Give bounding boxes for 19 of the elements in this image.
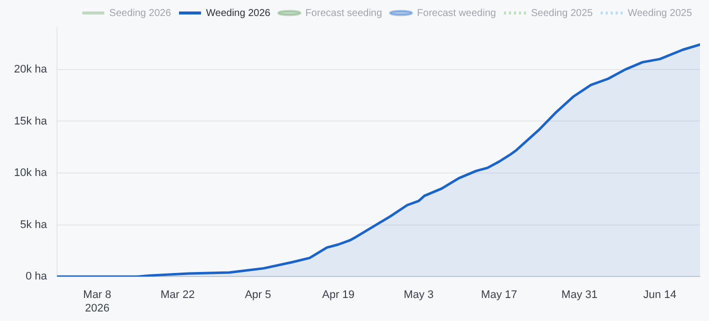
legend-label: Forecast seeding bbox=[305, 8, 382, 19]
y-tick-label: 10k ha bbox=[14, 167, 48, 180]
y-tick-label: 0 ha bbox=[26, 270, 48, 283]
x-tick-label: Mar 22 bbox=[160, 289, 195, 302]
legend-label: Seeding 2026 bbox=[109, 8, 172, 19]
x-tick-label: Apr 19 bbox=[322, 289, 355, 302]
y-tick-label: 5k ha bbox=[20, 218, 48, 231]
x-tick-label: May 3 bbox=[404, 289, 434, 302]
legend-label: Weeding 2026 bbox=[206, 8, 271, 19]
x-tick-label: May 31 bbox=[561, 289, 598, 302]
legend-label: Weeding 2025 bbox=[628, 8, 692, 19]
x-tick-label: Apr 5 bbox=[244, 289, 272, 302]
y-tick-label: 15k ha bbox=[14, 115, 48, 128]
x-tick-label: May 17 bbox=[481, 289, 518, 302]
legend-label: Forecast weeding bbox=[417, 8, 496, 19]
x-tick-label: Jun 14 bbox=[643, 289, 676, 302]
legend-label: Seeding 2025 bbox=[530, 8, 594, 19]
y-tick-label: 20k ha bbox=[14, 63, 48, 76]
x-tick-label: Mar 8 2026 bbox=[83, 289, 112, 314]
